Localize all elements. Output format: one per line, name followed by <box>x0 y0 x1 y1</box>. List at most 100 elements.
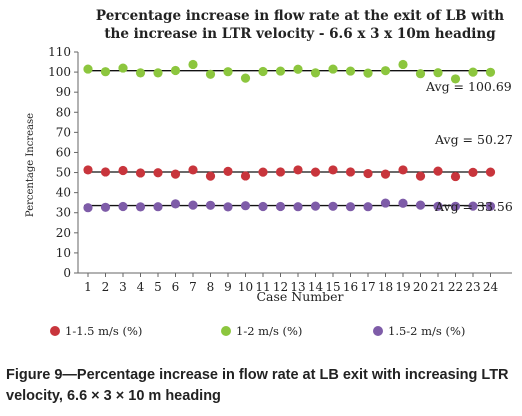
x-tick-label: 15 <box>325 280 340 294</box>
data-point-series-3 <box>100 202 111 212</box>
data-point-series-3 <box>170 199 181 209</box>
x-tick-label: 1 <box>84 280 92 294</box>
data-point-series-2 <box>380 66 391 76</box>
data-point-series-3 <box>293 202 303 212</box>
chart-title-line-2: the increase in LTR velocity - 6.6 x 3 x… <box>104 26 496 42</box>
legend-marker-series-3 <box>373 326 383 336</box>
y-tick-label: 0 <box>63 266 71 280</box>
data-point-series-2 <box>468 67 478 77</box>
data-point-series-2 <box>153 68 163 78</box>
x-tick-label: 10 <box>238 280 253 294</box>
data-point-series-2 <box>415 69 426 79</box>
legend-label-series-3: 1.5-2 m/s (%) <box>388 324 465 338</box>
x-tick-label: 24 <box>483 280 499 294</box>
data-point-series-2 <box>398 59 408 70</box>
x-axis-ticks: 1 2 3 4 5 6 7 8 9 10 11 12 13 14 15 16 17 18 19 20 21 22 23 24 <box>84 273 498 294</box>
y-tick-label: 20 <box>56 226 71 240</box>
x-tick-label: 16 <box>343 280 358 294</box>
data-point-series-2 <box>328 64 338 74</box>
x-tick-label: 5 <box>154 280 162 294</box>
data-point-series-2 <box>363 68 373 78</box>
y-tick-label: 110 <box>48 45 71 59</box>
data-point-series-3 <box>485 201 496 211</box>
x-tick-label: 2 <box>102 280 110 294</box>
data-point-series-3 <box>275 201 286 212</box>
data-point-series-1 <box>363 168 373 179</box>
data-point-series-3 <box>433 201 443 211</box>
avg-label-series-2: Avg = 100.69 <box>425 79 512 94</box>
data-point-series-1 <box>310 167 321 177</box>
data-point-series-3 <box>188 200 198 210</box>
y-tick-label: 60 <box>56 145 71 159</box>
data-point-series-2 <box>293 64 303 74</box>
data-point-series-2 <box>83 64 93 74</box>
data-point-series-1 <box>118 165 128 176</box>
y-axis-ticks: 0 10 20 30 40 50 60 70 80 90 100 110 <box>48 45 78 280</box>
data-point-series-1 <box>433 166 443 176</box>
data-point-series-2 <box>310 68 321 78</box>
data-point-series-3 <box>118 201 128 212</box>
data-point-series-1 <box>258 167 268 177</box>
data-point-series-2 <box>345 66 356 76</box>
data-point-series-3 <box>153 202 163 212</box>
y-tick-label: 100 <box>48 65 71 79</box>
legend-label-series-1: 1-1.5 m/s (%) <box>65 324 142 338</box>
chart-title-line-1: Percentage increase in flow rate at the … <box>96 8 504 24</box>
data-point-series-2 <box>275 66 286 76</box>
x-tick-label: 22 <box>448 280 463 294</box>
data-point-series-1 <box>450 171 461 182</box>
x-tick-label: 14 <box>308 280 324 294</box>
data-point-series-2 <box>100 67 111 77</box>
legend-marker-series-1 <box>50 326 60 336</box>
x-tick-label: 19 <box>395 280 410 294</box>
data-point-series-1 <box>170 169 181 179</box>
data-point-series-3 <box>205 200 216 210</box>
y-tick-label: 30 <box>56 206 71 220</box>
data-point-series-3 <box>398 198 408 208</box>
avg-label-series-1: Avg = 50.27 <box>434 132 513 147</box>
data-point-series-2 <box>170 65 181 76</box>
data-point-series-2 <box>223 67 233 77</box>
data-point-series-3 <box>258 201 268 212</box>
x-tick-label: 8 <box>207 280 215 294</box>
data-point-series-2 <box>258 66 268 77</box>
data-point-series-1 <box>240 171 251 181</box>
data-point-series-2 <box>240 73 251 83</box>
data-point-series-2 <box>450 74 461 84</box>
data-point-series-1 <box>135 168 146 178</box>
data-point-series-3 <box>380 198 391 208</box>
data-point-series-1 <box>223 166 233 176</box>
data-point-series-3 <box>345 202 356 212</box>
data-point-series-2 <box>205 69 216 79</box>
data-point-series-3 <box>363 202 373 212</box>
x-tick-label: 18 <box>378 280 393 294</box>
data-point-series-2 <box>135 68 146 78</box>
x-axis-label: Case Number <box>256 289 343 304</box>
data-point-series-1 <box>380 169 391 179</box>
avg-label-series-3: Avg = 33.56 <box>434 199 513 214</box>
chart: Percentage increase in flow rate at the … <box>25 8 513 338</box>
legend-marker-series-2 <box>221 326 231 336</box>
legend-label-series-2: 1-2 m/s (%) <box>236 324 302 338</box>
legend: 1-1.5 m/s (%) 1-2 m/s (%) 1.5-2 m/s (%) <box>50 324 465 338</box>
data-point-series-3 <box>450 201 461 211</box>
data-point-series-3 <box>415 200 426 210</box>
x-tick-label: 17 <box>360 280 375 294</box>
data-point-series-1 <box>100 167 111 177</box>
data-point-series-1 <box>485 167 496 177</box>
y-axis-label: Percentage Increase <box>25 113 36 217</box>
y-tick-label: 80 <box>56 105 71 119</box>
average-lines <box>84 70 495 207</box>
data-point-series-1 <box>328 165 338 175</box>
data-point-series-1 <box>398 165 408 175</box>
x-tick-label: 11 <box>255 280 270 294</box>
data-point-series-3 <box>135 202 146 212</box>
data-point-series-2 <box>188 59 198 70</box>
data-point-series-1 <box>345 167 356 177</box>
data-point-series-1 <box>205 171 216 181</box>
x-tick-label: 3 <box>119 280 127 294</box>
x-tick-label: 20 <box>413 280 428 294</box>
data-point-series-1 <box>415 171 426 181</box>
data-point-series-1 <box>153 168 163 178</box>
y-tick-label: 50 <box>56 166 71 180</box>
